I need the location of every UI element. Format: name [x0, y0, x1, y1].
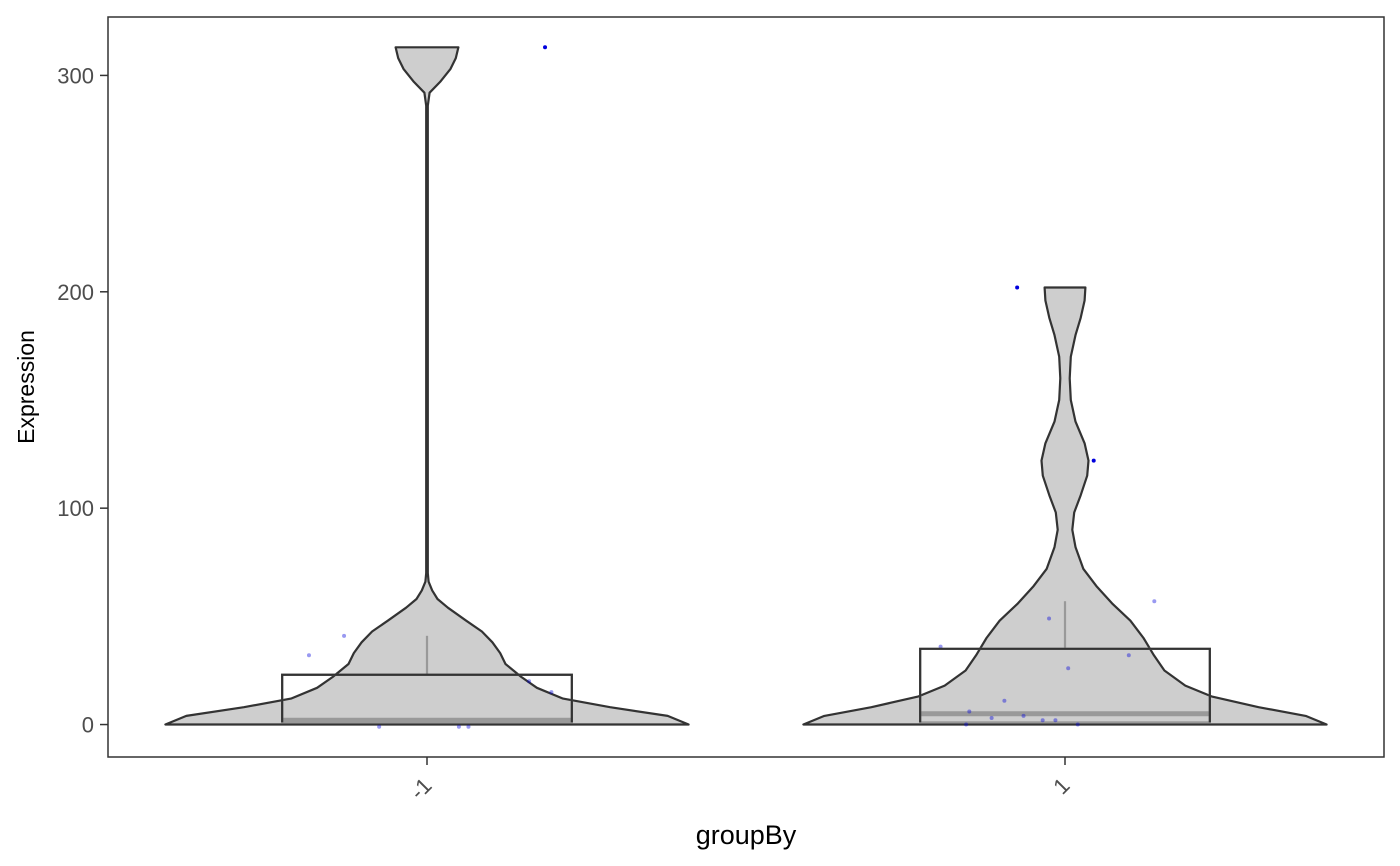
- panel-border: [107, 16, 1385, 758]
- data-point: [306, 653, 311, 658]
- data-point: [466, 724, 471, 729]
- data-point: [1075, 722, 1080, 727]
- data-point: [1066, 666, 1071, 671]
- data-point: [1053, 718, 1058, 723]
- data-point: [1002, 698, 1007, 703]
- data-point: [342, 633, 347, 638]
- data-point: [543, 45, 548, 50]
- data-point: [377, 724, 382, 729]
- y-tick-label: 200: [57, 280, 94, 305]
- data-point: [1040, 718, 1045, 723]
- data-point: [1047, 616, 1052, 621]
- y-tick-label: 100: [57, 496, 94, 521]
- x-tick-label: 1: [1048, 773, 1074, 799]
- x-axis-title: groupBy: [696, 820, 797, 850]
- data-point: [989, 716, 994, 721]
- y-tick-label: 0: [82, 713, 94, 738]
- box-outline-1: [919, 647, 1211, 723]
- data-point: [1126, 653, 1131, 658]
- violin--1: [164, 46, 690, 726]
- data-point: [1015, 285, 1020, 290]
- data-point: [938, 644, 943, 649]
- chart-marks: [164, 45, 1328, 729]
- box-outline--1: [281, 673, 573, 723]
- data-point: [527, 679, 532, 684]
- data-point: [967, 709, 972, 714]
- data-point: [1021, 713, 1026, 718]
- data-point: [1152, 599, 1157, 604]
- data-point: [549, 690, 554, 695]
- y-axis-title: Expression: [13, 330, 39, 444]
- data-point: [456, 724, 461, 729]
- x-tick-label: -1: [405, 773, 437, 805]
- panel-background: [108, 17, 1384, 757]
- violin-1: [802, 286, 1328, 726]
- y-tick-label: 300: [57, 63, 94, 88]
- data-point: [964, 722, 969, 727]
- data-point: [1091, 458, 1096, 463]
